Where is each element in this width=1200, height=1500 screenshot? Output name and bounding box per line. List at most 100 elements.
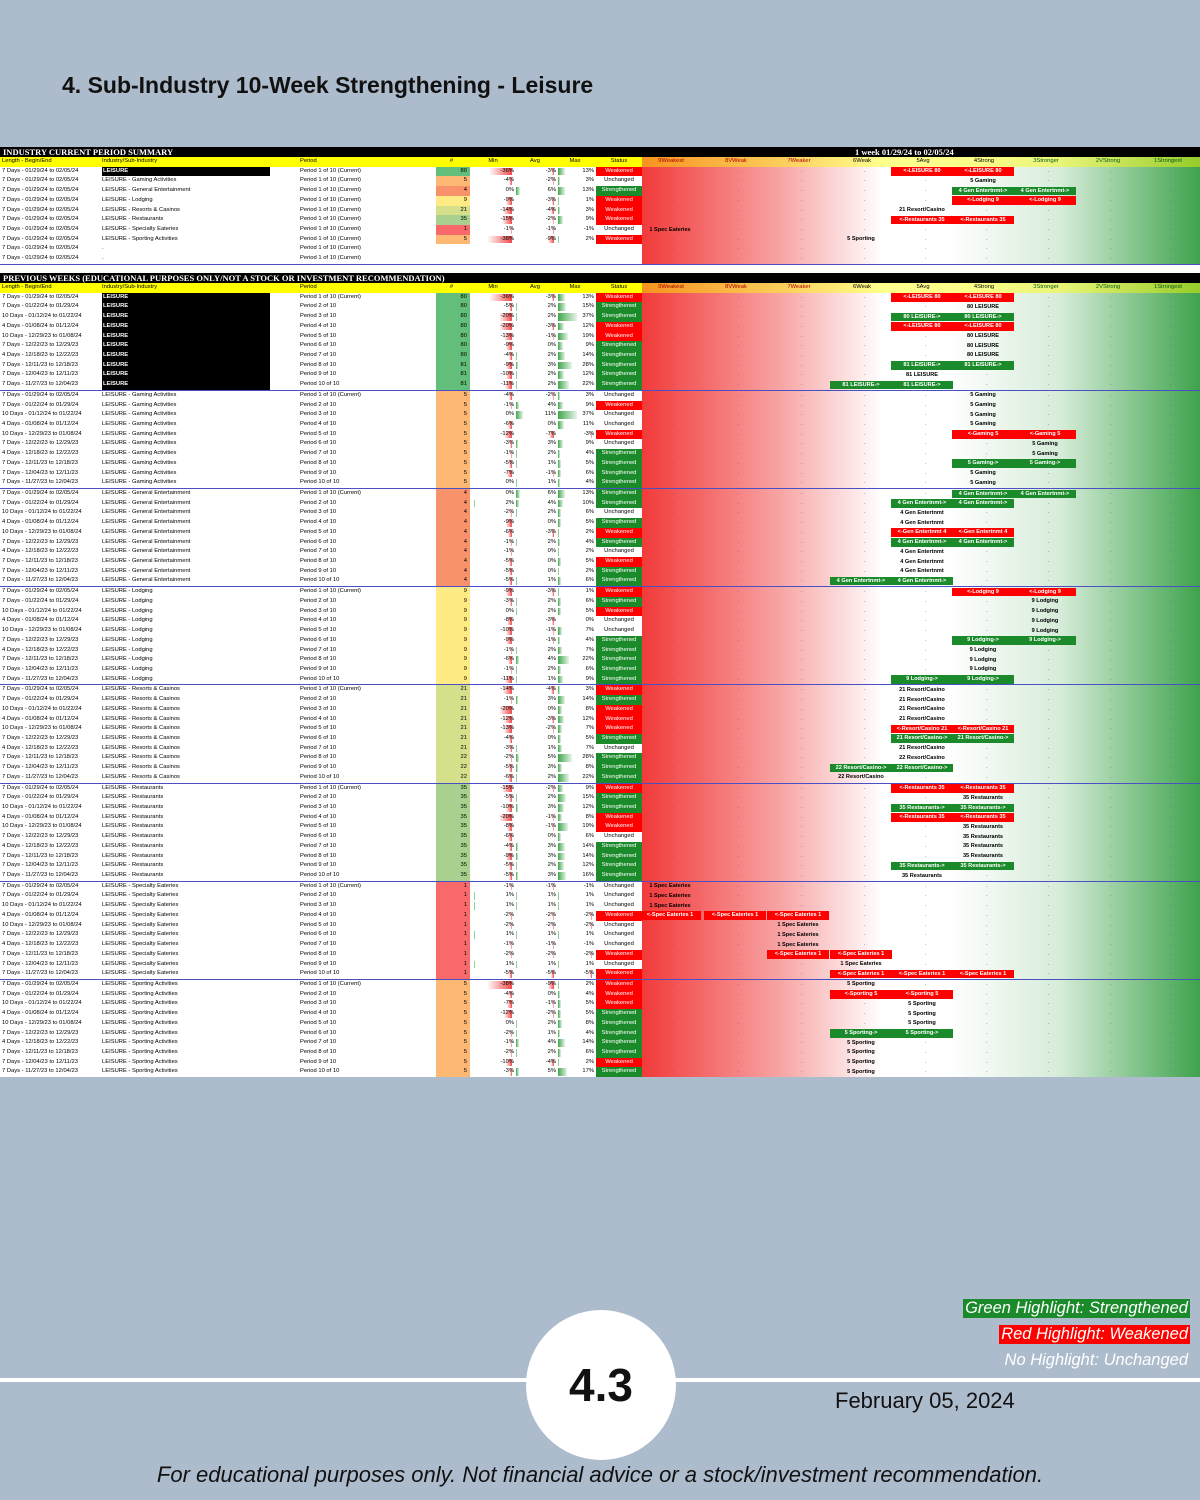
table-row: 7 Days - 12/11/23 to 12/18/23 LEISURE - G… <box>0 458 1200 469</box>
zone-dot: . <box>673 450 675 457</box>
row-count: 5 <box>436 176 470 187</box>
table-row: 7 Days - 01/29/24 to 02/05/24 LEISURE - S… <box>0 234 1200 245</box>
row-length: 7 Days - 12/22/23 to 12/29/23 <box>2 538 79 545</box>
row-max: 10% <box>556 499 594 509</box>
zone-dot: . <box>673 950 675 957</box>
section-spacer <box>0 265 1200 273</box>
row-max-bar <box>558 577 561 586</box>
zone-dot: . <box>801 235 803 242</box>
row-avg-value: -7% <box>545 430 556 437</box>
row-avg-bar <box>516 371 518 380</box>
zone-dot: . <box>1110 980 1112 987</box>
table-row: 4 Days - 12/18/23 to 12/22/23 LEISURE - S… <box>0 1038 1200 1048</box>
row-min: -2% <box>472 1048 514 1058</box>
row-count: 5 <box>436 234 470 245</box>
header-count: # <box>449 158 454 164</box>
row-industry: LEISURE <box>102 292 270 303</box>
row-max: 8% <box>556 813 594 823</box>
row-period: Period 4 of 10 <box>300 420 337 427</box>
zone-dot: . <box>801 852 803 859</box>
row-period: Period 5 of 10 <box>300 332 337 339</box>
zone-dot: . <box>673 235 675 242</box>
row-industry: LEISURE - Resorts & Casinos <box>102 764 180 771</box>
row-max-bar <box>558 332 568 341</box>
row-max-value: 4% <box>585 479 594 486</box>
row-industry: LEISURE - Specialty Eateries <box>102 921 179 928</box>
row-industry: LEISURE - Sporting Activities <box>102 980 178 987</box>
zone-highlight: 1 Spec Eateries <box>649 902 691 909</box>
row-max-bar <box>558 705 562 714</box>
row-status: Strengthened <box>596 576 642 587</box>
zone-dot: . <box>673 167 675 174</box>
row-avg-bar <box>552 784 554 793</box>
zone-dot: . <box>1110 469 1112 476</box>
zone-dot: . <box>1048 1039 1050 1046</box>
row-min-value: -1% <box>503 882 514 889</box>
zone-dot: . <box>801 420 803 427</box>
zone-highlight: 35 Restaurants-> <box>952 803 1014 812</box>
row-max: 6% <box>556 597 594 607</box>
row-min-value: -1% <box>503 696 514 703</box>
row-avg-bar <box>552 1010 554 1018</box>
row-count: 5 <box>436 419 470 430</box>
row-length: 4 Days - 12/18/23 to 12/22/23 <box>2 842 79 849</box>
zone-highlight: 81 LEISURE-> <box>891 380 953 390</box>
zone-dot: . <box>1170 597 1172 604</box>
row-max-value: 5% <box>585 459 594 466</box>
row-min: -38% <box>472 235 514 245</box>
row-avg-bar <box>552 216 554 224</box>
header-row: Length - Begin/End Industry/Sub-Industry P… <box>0 157 1200 167</box>
zone-dot: . <box>864 882 866 889</box>
row-length: 10 Days - 01/12/24 to 01/22/24 <box>2 509 82 516</box>
row-period: Period 1 of 10 (Current) <box>300 235 361 242</box>
zone-dot: . <box>864 332 866 339</box>
zone-dot: . <box>925 479 927 486</box>
row-avg-value: 2% <box>547 665 556 672</box>
zone-dot: . <box>738 686 740 693</box>
zone-highlight: <-LEISURE 80 <box>952 167 1014 176</box>
zone-dot: . <box>673 361 675 368</box>
table-row: 7 Days - 01/22/24 to 01/29/24 LEISURE - G… <box>0 498 1200 509</box>
row-avg-bar <box>553 469 554 478</box>
row-avg-value: 3% <box>547 361 556 368</box>
row-avg-value: -1% <box>545 627 556 634</box>
row-max-value: 5% <box>585 1000 594 1007</box>
row-period: Period 6 of 10 <box>300 931 337 938</box>
row-min-value: 0% <box>505 490 514 496</box>
zone-dot: . <box>1110 675 1112 682</box>
zone-dot: . <box>864 401 866 408</box>
zone-dot: . <box>801 381 803 388</box>
zone-gradient <box>642 1018 1200 1029</box>
zone-dot: . <box>1048 216 1050 223</box>
row-avg-bar <box>552 528 554 537</box>
zone-dot: . <box>673 411 675 418</box>
row-max: 9% <box>556 215 594 225</box>
row-min-bar <box>508 833 512 841</box>
row-avg: -4% <box>514 1058 556 1068</box>
row-industry: LEISURE - General Entertainment <box>102 548 191 555</box>
header-zone: 8VWeak <box>725 283 747 290</box>
row-length: 4 Days - 12/18/23 to 12/22/23 <box>2 548 79 555</box>
row-avg-value: 2% <box>547 509 556 516</box>
zone-dot: . <box>738 931 740 938</box>
row-count <box>436 244 470 254</box>
zone-gradient <box>642 901 1200 911</box>
zone-dot: . <box>801 371 803 378</box>
zone-dot: . <box>673 804 675 810</box>
row-max-value: 9% <box>585 342 594 349</box>
zone-dot: . <box>1170 588 1172 595</box>
row-max-bar <box>558 528 559 537</box>
row-avg: -3% <box>514 167 556 177</box>
row-count: 5 <box>436 1047 470 1058</box>
row-max-bar <box>558 1048 561 1057</box>
row-min-bar <box>508 862 512 870</box>
row-period: Period 3 of 10 <box>300 607 337 614</box>
zone-dot: . <box>1170 351 1172 358</box>
spreadsheet: INDUSTRY CURRENT PERIOD SUMMARY 1 week 01… <box>0 147 1200 1077</box>
zone-dot: . <box>738 1048 740 1055</box>
row-avg-value: 4% <box>547 499 556 506</box>
row-max-value: 5% <box>585 558 594 565</box>
row-length: 10 Days - 12/29/23 to 01/08/24 <box>2 823 82 830</box>
row-min-value: -36% <box>500 167 514 174</box>
row-count: 80 <box>436 321 470 332</box>
